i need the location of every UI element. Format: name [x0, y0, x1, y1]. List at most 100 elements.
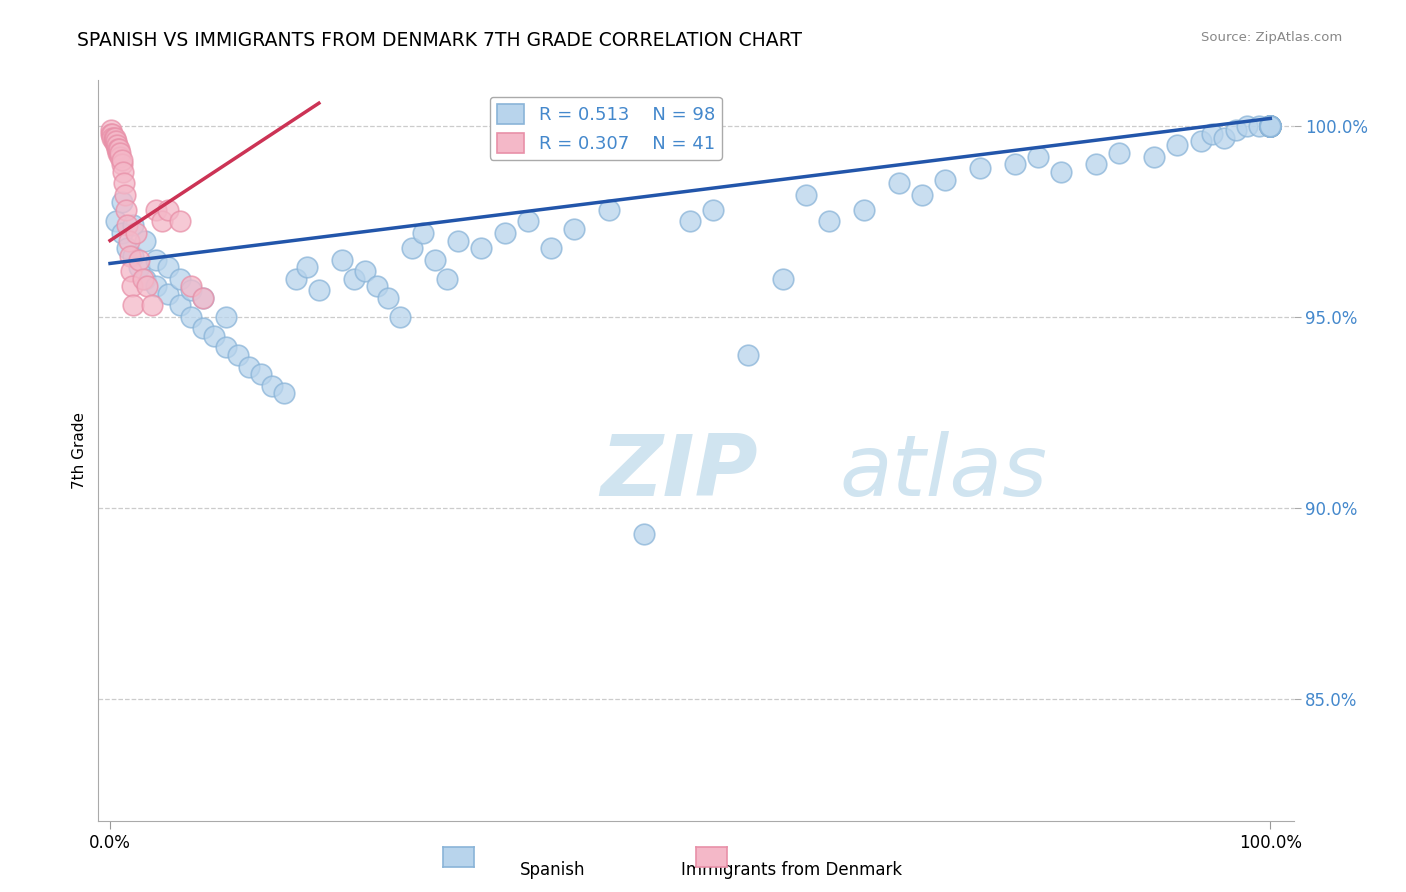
Text: atlas: atlas — [839, 431, 1047, 514]
Point — [330, 252, 353, 267]
Point — [120, 264, 142, 278]
Point — [180, 283, 202, 297]
Point — [1236, 119, 1258, 133]
Point — [1258, 119, 1281, 133]
Point — [273, 386, 295, 401]
Point — [516, 214, 538, 228]
Point — [104, 134, 127, 148]
Point — [1258, 119, 1281, 133]
Point — [297, 260, 319, 275]
Point — [103, 134, 125, 148]
Point — [110, 145, 132, 160]
Point — [911, 187, 934, 202]
Point — [1258, 119, 1281, 133]
Point — [1258, 119, 1281, 133]
Point — [215, 340, 238, 354]
Point — [117, 241, 139, 255]
Point — [101, 130, 124, 145]
Point — [117, 234, 139, 248]
Point — [366, 279, 388, 293]
Point — [122, 249, 145, 263]
Point — [124, 226, 146, 240]
Point — [104, 214, 127, 228]
Point — [111, 157, 134, 171]
Point — [191, 321, 214, 335]
Point — [401, 241, 423, 255]
Point — [354, 264, 377, 278]
Point — [100, 123, 122, 137]
Text: ZIP: ZIP — [600, 431, 758, 514]
Point — [1258, 119, 1281, 133]
Point — [105, 142, 128, 156]
Point — [772, 271, 794, 285]
Point — [308, 283, 330, 297]
Point — [262, 378, 284, 392]
Point — [104, 134, 127, 148]
Point — [157, 287, 180, 301]
Point — [157, 260, 180, 275]
Text: Source: ZipAtlas.com: Source: ZipAtlas.com — [1202, 31, 1343, 45]
Point — [122, 219, 145, 233]
Point — [1258, 119, 1281, 133]
Point — [103, 130, 125, 145]
Point — [1258, 119, 1281, 133]
Point — [145, 252, 167, 267]
Point — [818, 214, 841, 228]
Point — [377, 291, 399, 305]
Point — [702, 202, 724, 217]
Point — [105, 138, 128, 153]
Point — [423, 252, 446, 267]
Point — [1201, 127, 1223, 141]
Point — [118, 249, 141, 263]
Point — [115, 202, 138, 217]
Point — [934, 172, 956, 186]
Point — [737, 348, 759, 362]
Point — [540, 241, 562, 255]
Point — [1258, 119, 1281, 133]
Point — [121, 279, 143, 293]
Point — [447, 234, 470, 248]
Point — [226, 348, 249, 362]
Point — [169, 214, 191, 228]
Text: SPANISH VS IMMIGRANTS FROM DENMARK 7TH GRADE CORRELATION CHART: SPANISH VS IMMIGRANTS FROM DENMARK 7TH G… — [77, 31, 803, 50]
Point — [1258, 119, 1281, 133]
Point — [122, 298, 145, 312]
Point — [131, 271, 153, 285]
Point — [111, 195, 134, 210]
Point — [1258, 119, 1281, 133]
Point — [215, 310, 238, 324]
Point — [1258, 119, 1281, 133]
Point — [1189, 134, 1212, 148]
Point — [180, 279, 202, 293]
Point — [191, 291, 214, 305]
Point — [1247, 119, 1270, 133]
Point — [1258, 119, 1281, 133]
Point — [141, 298, 163, 312]
Point — [117, 219, 139, 233]
Text: Immigrants from Denmark: Immigrants from Denmark — [681, 862, 903, 880]
Legend: R = 0.513    N = 98, R = 0.307    N = 41: R = 0.513 N = 98, R = 0.307 N = 41 — [489, 96, 723, 160]
Point — [114, 187, 136, 202]
Point — [1166, 138, 1188, 153]
Point — [633, 527, 655, 541]
Point — [128, 260, 150, 275]
Point — [969, 161, 991, 175]
Point — [1225, 123, 1247, 137]
Point — [887, 177, 910, 191]
Point — [853, 202, 876, 217]
Point — [1050, 165, 1073, 179]
Point — [1258, 119, 1281, 133]
Point — [169, 298, 191, 312]
Point — [1258, 119, 1281, 133]
Y-axis label: 7th Grade: 7th Grade — [72, 412, 87, 489]
Point — [111, 165, 134, 179]
Point — [412, 226, 434, 240]
Point — [145, 202, 167, 217]
Point — [157, 202, 180, 217]
Point — [1258, 119, 1281, 133]
Point — [1026, 150, 1049, 164]
Point — [494, 226, 516, 240]
Point — [108, 142, 131, 156]
Point — [1258, 119, 1281, 133]
Point — [679, 214, 702, 228]
